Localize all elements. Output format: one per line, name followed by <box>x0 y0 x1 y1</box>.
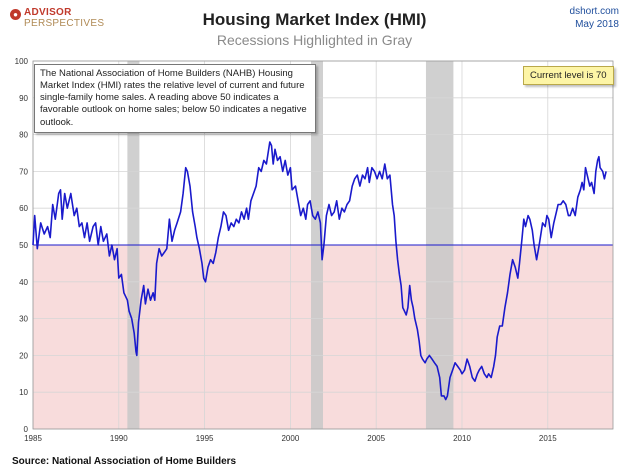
brand-logo: ● ADVISOR PERSPECTIVES <box>10 8 104 29</box>
y-tick-label: 80 <box>19 131 28 140</box>
source-note: Source: National Association of Home Bui… <box>12 456 237 467</box>
hmi-series-line <box>32 141 607 401</box>
y-tick-label: 60 <box>19 204 28 213</box>
y-tick-label: 30 <box>19 315 28 324</box>
x-tick-label: 2000 <box>281 434 299 443</box>
chart-date: May 2018 <box>575 19 619 30</box>
y-tick-label: 0 <box>24 425 29 434</box>
x-tick-label: 1985 <box>24 434 42 443</box>
y-tick-label: 70 <box>19 167 28 176</box>
chart-title: Housing Market Index (HMI) <box>202 10 427 29</box>
y-tick-label: 10 <box>19 388 28 397</box>
y-tick-label: 50 <box>19 241 28 250</box>
y-tick-label: 20 <box>19 351 28 360</box>
x-tick-label: 2010 <box>453 434 471 443</box>
brand-mark-icon: ● <box>10 9 21 20</box>
description-note: The National Association of Home Builder… <box>34 64 316 133</box>
x-tick-label: 1995 <box>196 434 214 443</box>
y-tick-label: 100 <box>15 57 29 66</box>
chart-subtitle: Recessions Highlighted in Gray <box>216 32 413 48</box>
site-name: dshort.com <box>569 6 619 17</box>
x-tick-label: 2015 <box>539 434 557 443</box>
y-tick-label: 40 <box>19 278 28 287</box>
brand-name: ADVISOR <box>24 7 72 18</box>
x-tick-label: 2005 <box>367 434 385 443</box>
x-tick-label: 1990 <box>110 434 128 443</box>
y-tick-label: 90 <box>19 94 28 103</box>
brand-tagline: PERSPECTIVES <box>24 18 105 29</box>
current-level-badge: Current level is 70 <box>523 66 614 85</box>
